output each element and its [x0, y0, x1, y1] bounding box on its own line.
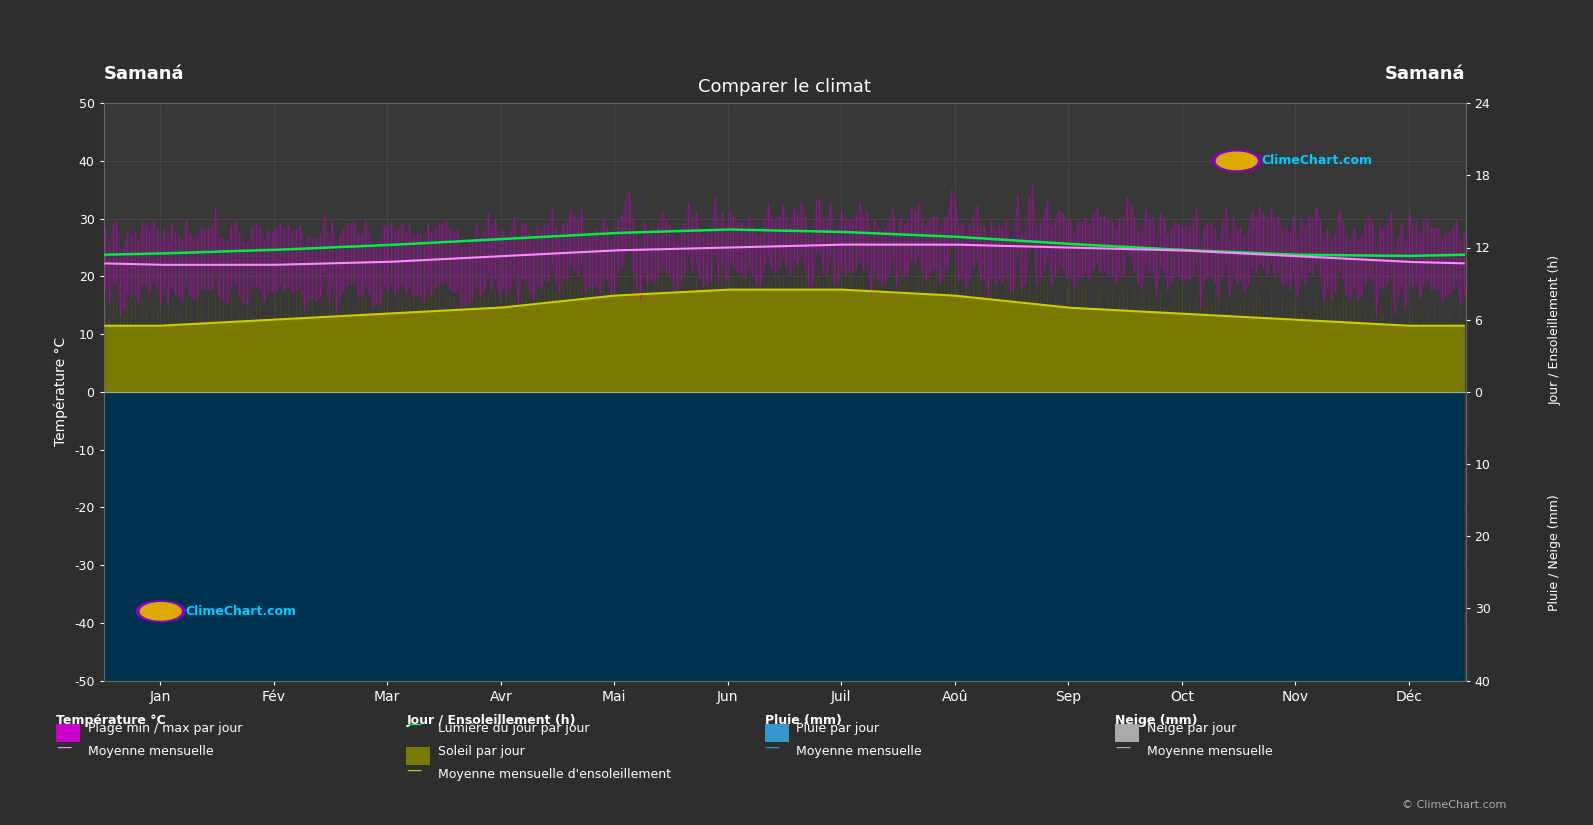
Text: Pluie (mm): Pluie (mm): [765, 714, 841, 727]
Text: Lumière du jour par jour: Lumière du jour par jour: [438, 722, 589, 735]
Text: Neige (mm): Neige (mm): [1115, 714, 1198, 727]
Text: —: —: [1115, 740, 1131, 755]
Circle shape: [137, 601, 185, 622]
Circle shape: [140, 602, 182, 620]
Text: Jour / Ensoleillement (h): Jour / Ensoleillement (h): [1548, 255, 1561, 405]
Text: Jour / Ensoleillement (h): Jour / Ensoleillement (h): [406, 714, 575, 727]
Text: —: —: [406, 717, 422, 732]
Text: ClimeChart.com: ClimeChart.com: [185, 605, 296, 618]
Text: Soleil par jour: Soleil par jour: [438, 745, 524, 758]
Text: Moyenne mensuelle: Moyenne mensuelle: [1147, 745, 1273, 758]
Text: Samaná: Samaná: [1384, 65, 1466, 83]
Text: Pluie / Neige (mm): Pluie / Neige (mm): [1548, 494, 1561, 611]
Text: Samaná: Samaná: [104, 65, 185, 83]
Text: —: —: [406, 763, 422, 778]
Text: Plage min / max par jour: Plage min / max par jour: [88, 722, 242, 735]
Text: ClimeChart.com: ClimeChart.com: [1262, 154, 1372, 167]
Text: Moyenne mensuelle: Moyenne mensuelle: [796, 745, 922, 758]
Text: © ClimeChart.com: © ClimeChart.com: [1402, 800, 1507, 810]
Y-axis label: Température °C: Température °C: [54, 337, 68, 446]
Text: Moyenne mensuelle: Moyenne mensuelle: [88, 745, 213, 758]
Text: Température °C: Température °C: [56, 714, 166, 727]
Text: Pluie par jour: Pluie par jour: [796, 722, 879, 735]
Text: —: —: [765, 740, 781, 755]
Text: Moyenne mensuelle d'ensoleillement: Moyenne mensuelle d'ensoleillement: [438, 768, 671, 781]
Text: —: —: [56, 740, 72, 755]
Circle shape: [1217, 152, 1257, 170]
Circle shape: [1212, 150, 1262, 172]
Text: Neige par jour: Neige par jour: [1147, 722, 1236, 735]
Title: Comparer le climat: Comparer le climat: [698, 78, 871, 96]
